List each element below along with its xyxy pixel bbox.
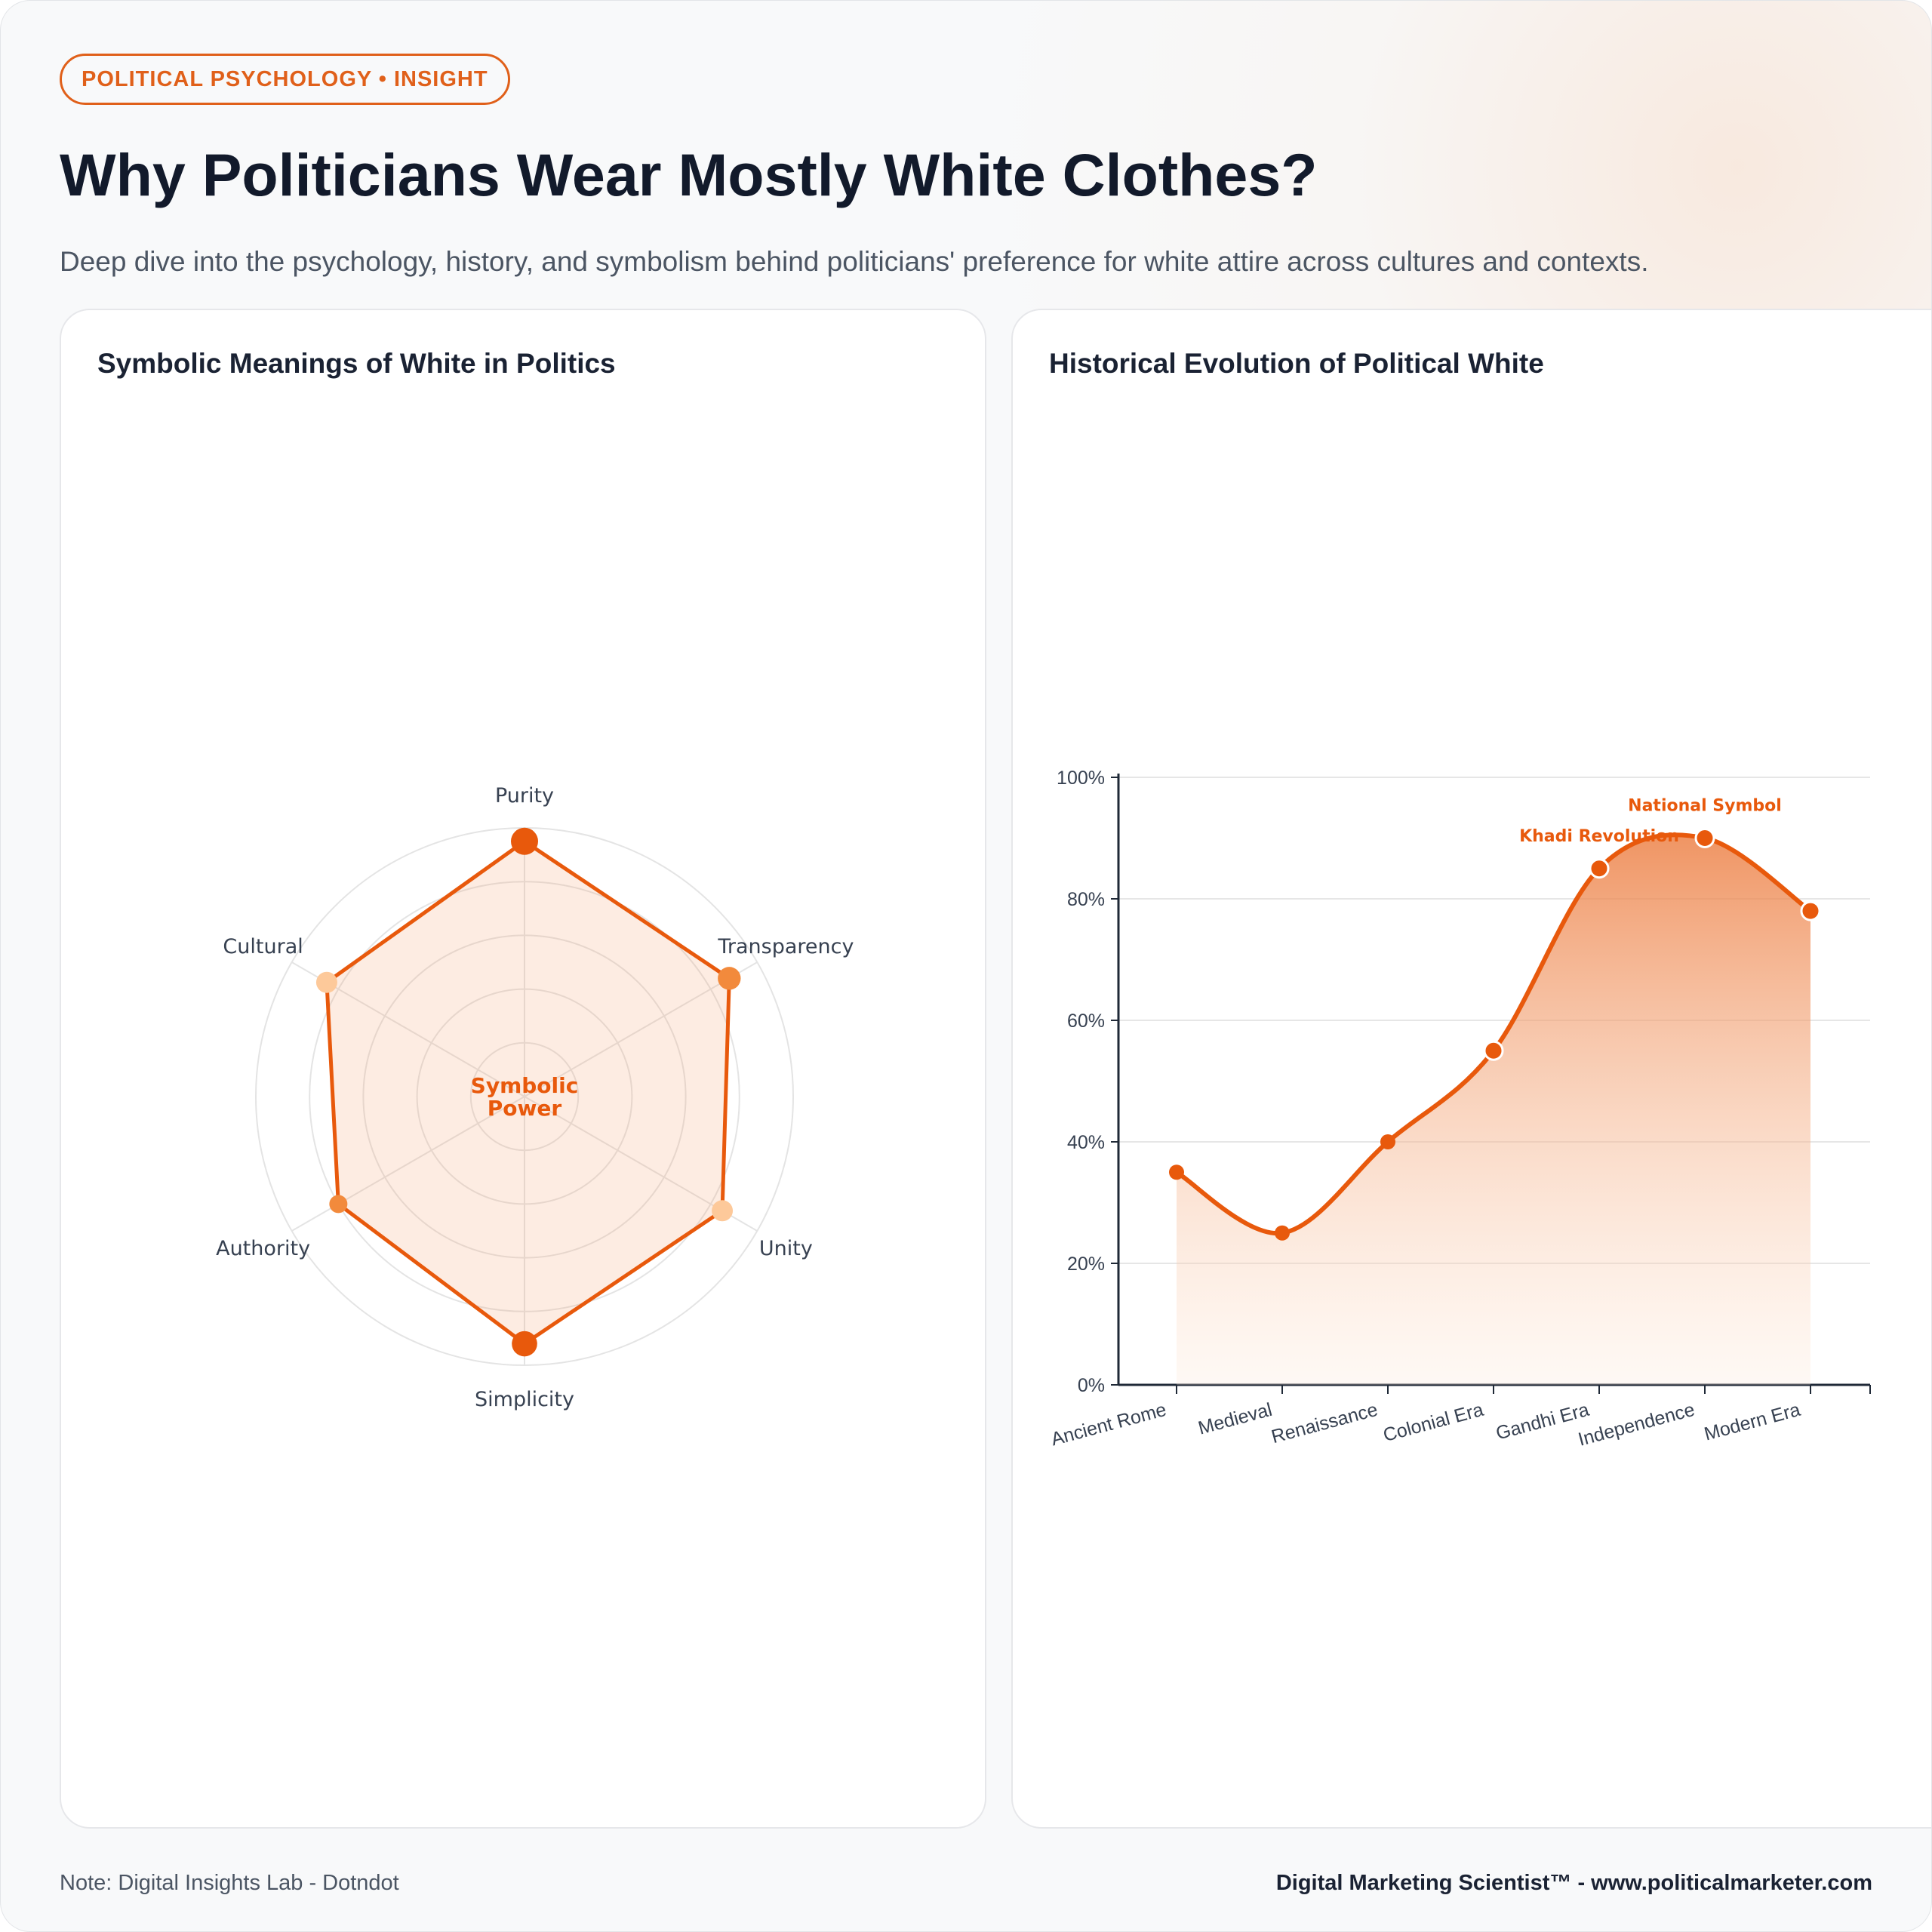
radar-label-authority: Authority xyxy=(216,1237,310,1260)
page-title: Why Politicians Wear Mostly White Clothe… xyxy=(60,141,1318,208)
radar-chart-title: Symbolic Meanings of White in Politics xyxy=(97,348,616,379)
data-point-colonial-era xyxy=(1483,1040,1504,1061)
data-point-modern-era xyxy=(1800,900,1821,921)
y-tick-label: 40% xyxy=(1067,1132,1105,1153)
radar-point-simplicity xyxy=(512,1331,537,1357)
x-tick-label: Independence xyxy=(1576,1399,1697,1451)
annotation-label: National Symbol xyxy=(1628,797,1782,816)
y-tick-label: 60% xyxy=(1067,1011,1105,1032)
y-tick-label: 80% xyxy=(1067,889,1105,910)
x-tick-label: Colonial Era xyxy=(1381,1399,1486,1446)
area-fill xyxy=(1177,835,1810,1385)
x-tick-label: Medieval xyxy=(1196,1399,1275,1439)
y-tick-label: 20% xyxy=(1067,1254,1105,1275)
data-point-renaissance xyxy=(1380,1134,1395,1149)
radar-point-transparency xyxy=(718,967,741,990)
radar-point-purity xyxy=(511,827,538,855)
x-tick-label: Ancient Rome xyxy=(1049,1399,1169,1451)
data-point-ancient-rome xyxy=(1169,1164,1184,1180)
annotation-label: Khadi Revolution xyxy=(1519,827,1679,846)
radar-chart-panel: Symbolic Meanings of White in Politics P… xyxy=(60,309,986,1829)
radar-label-transparency: Transparency xyxy=(717,935,854,958)
radar-center-label: Symbolic xyxy=(471,1073,579,1098)
x-tick-label: Gandhi Era xyxy=(1494,1399,1591,1444)
footer-note: Note: Digital Insights Lab - Dotndot xyxy=(60,1871,399,1895)
y-tick-label: 0% xyxy=(1078,1375,1105,1396)
radar-label-cultural: Cultural xyxy=(223,935,303,958)
category-badge: POLITICAL PSYCHOLOGY • INSIGHT xyxy=(60,54,510,105)
footer-credit: Digital Marketing Scientist™ - www.polit… xyxy=(1275,1871,1872,1895)
data-point-independence xyxy=(1694,828,1715,848)
area-chart: 0% 20% 40% 60% 80% 100% Ancient Rome MedievalRe… xyxy=(1049,768,1871,1451)
radar-point-unity xyxy=(712,1200,734,1222)
radar-label-unity: Unity xyxy=(759,1237,813,1260)
radar-label-purity: Purity xyxy=(495,784,554,808)
x-tick-label: Modern Era xyxy=(1702,1399,1803,1445)
data-point-medieval xyxy=(1275,1225,1290,1241)
radar-chart: Purity Transparency Unity Simplicity Authori… xyxy=(216,784,854,1411)
line-chart-title: Historical Evolution of Political White xyxy=(1049,348,1544,379)
radar-label-simplicity: Simplicity xyxy=(475,1388,574,1411)
y-tick-label: 100% xyxy=(1057,768,1105,789)
line-chart-panel: Historical Evolution of Political White … xyxy=(1011,309,1931,1829)
x-tick-label: Renaissance xyxy=(1269,1399,1380,1447)
radar-point-authority xyxy=(329,1195,348,1214)
page-subtitle: Deep dive into the psychology, history, … xyxy=(60,246,1649,277)
radar-center-label: Power xyxy=(488,1096,562,1121)
data-point-gandhi-era xyxy=(1589,858,1610,879)
radar-point-cultural xyxy=(315,971,337,993)
radar-axis-line xyxy=(524,961,758,1097)
